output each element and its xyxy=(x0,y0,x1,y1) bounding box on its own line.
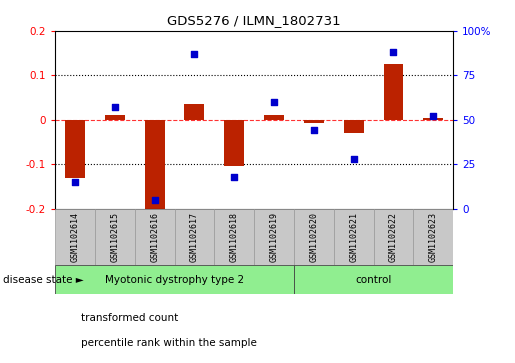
Bar xyxy=(55,209,95,265)
Text: percentile rank within the sample: percentile rank within the sample xyxy=(81,338,257,348)
Text: Myotonic dystrophy type 2: Myotonic dystrophy type 2 xyxy=(105,274,244,285)
Bar xyxy=(225,120,244,167)
Text: GSM1102619: GSM1102619 xyxy=(269,212,279,262)
Text: GSM1102614: GSM1102614 xyxy=(71,212,79,262)
Bar xyxy=(175,209,214,265)
Bar xyxy=(65,120,85,178)
Point xyxy=(71,179,79,185)
Text: GSM1102623: GSM1102623 xyxy=(429,212,438,262)
Bar xyxy=(184,104,204,120)
Point xyxy=(389,49,398,55)
Bar xyxy=(145,120,165,209)
Bar xyxy=(373,209,414,265)
Bar xyxy=(95,209,135,265)
Point xyxy=(429,113,437,119)
Bar xyxy=(55,265,294,294)
Text: disease state ►: disease state ► xyxy=(3,274,83,285)
Point xyxy=(270,99,278,105)
Text: GSM1102617: GSM1102617 xyxy=(190,212,199,262)
Bar xyxy=(214,209,254,265)
Bar xyxy=(135,209,175,265)
Bar xyxy=(423,118,443,120)
Bar xyxy=(294,265,453,294)
Bar xyxy=(294,209,334,265)
Point xyxy=(350,156,358,162)
Text: transformed count: transformed count xyxy=(81,313,178,323)
Point xyxy=(230,174,238,180)
Text: control: control xyxy=(355,274,392,285)
Bar xyxy=(254,209,294,265)
Text: GSM1102616: GSM1102616 xyxy=(150,212,159,262)
Point xyxy=(310,127,318,133)
Bar xyxy=(344,120,364,133)
Text: GSM1102615: GSM1102615 xyxy=(110,212,119,262)
Bar xyxy=(384,64,403,120)
Text: GSM1102621: GSM1102621 xyxy=(349,212,358,262)
Title: GDS5276 / ILMN_1802731: GDS5276 / ILMN_1802731 xyxy=(167,14,341,27)
Bar xyxy=(414,209,453,265)
Text: GSM1102618: GSM1102618 xyxy=(230,212,239,262)
Bar xyxy=(105,115,125,120)
Bar xyxy=(304,120,324,123)
Bar xyxy=(264,115,284,120)
Point xyxy=(191,51,199,57)
Bar xyxy=(334,209,373,265)
Point xyxy=(150,197,159,203)
Text: GSM1102622: GSM1102622 xyxy=(389,212,398,262)
Text: GSM1102620: GSM1102620 xyxy=(310,212,318,262)
Point xyxy=(111,105,119,110)
